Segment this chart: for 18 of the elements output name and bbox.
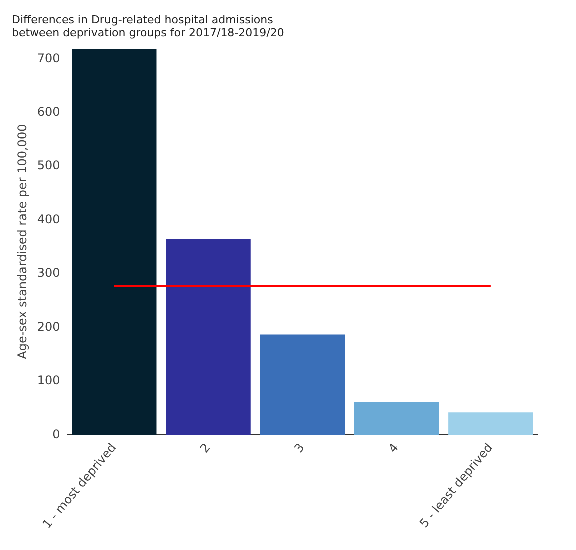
y-tick-label: 0 [52, 427, 60, 442]
y-tick-label: 500 [37, 158, 60, 173]
bar [166, 239, 251, 436]
y-tick-label: 700 [37, 51, 60, 66]
y-tick-label: 400 [37, 212, 60, 226]
x-tick-label: 4 [386, 440, 402, 456]
bar [448, 412, 534, 436]
chart-title: Differences in Drug-related hospital admissions between deprivation groups for 2017/18-2019/20 [12, 13, 284, 40]
bar [72, 49, 157, 436]
y-tick-label: 100 [37, 374, 60, 388]
y-axis-title: Age-sex standardised rate per 100,000 [15, 124, 30, 360]
x-tick-label: 3 [292, 440, 308, 456]
y-tick-label: 300 [37, 266, 60, 280]
bar [354, 402, 440, 436]
bar [260, 334, 346, 436]
y-tick-label: 200 [37, 320, 60, 334]
x-tick-label: 2 [198, 440, 214, 456]
y-tick-label: 600 [37, 105, 60, 119]
